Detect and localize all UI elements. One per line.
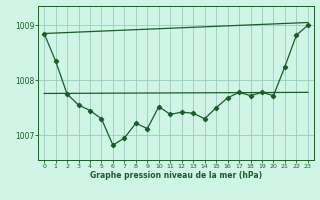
X-axis label: Graphe pression niveau de la mer (hPa): Graphe pression niveau de la mer (hPa) — [90, 171, 262, 180]
